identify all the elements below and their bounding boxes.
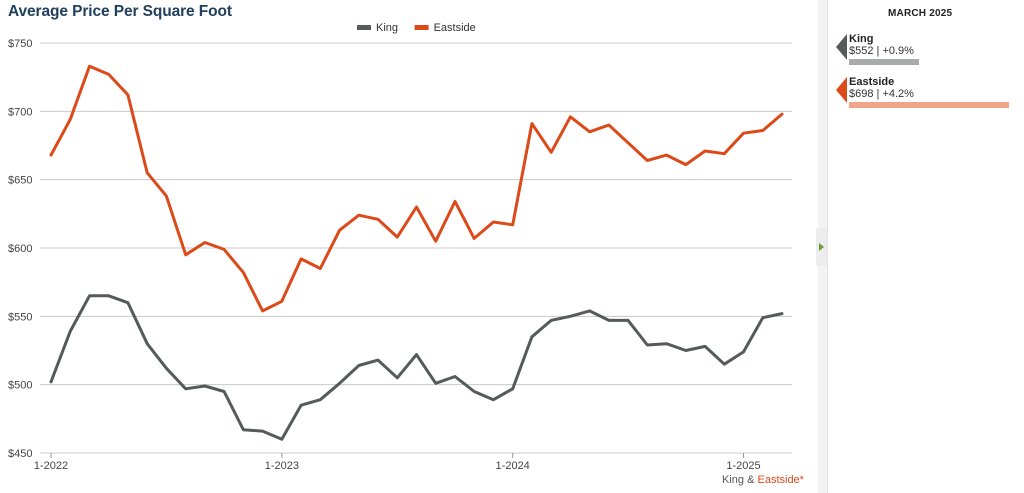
chart-title: Average Price Per Square Foot [8,3,232,20]
footnote: King & Eastside* [722,474,804,486]
y-tick-label: $650 [8,175,32,187]
y-tick-label: $700 [8,106,32,118]
y-tick-label: $750 [8,38,32,50]
y-tick-label: $500 [8,380,32,392]
x-tick-label: 1-2025 [726,460,760,472]
legend-swatch [357,25,371,30]
legend-label-eastside: Eastside [434,22,476,34]
summary-bar [849,59,920,65]
panel-toggle-button[interactable] [816,228,827,266]
legend-label-king: King [376,22,398,34]
footnote-series-king: King & [722,474,755,486]
summary-panel: MARCH 2025 King $552 | +0.9% Eastside $6… [816,0,1024,493]
summary-bar [849,102,1009,108]
legend-swatch [414,25,429,30]
footnote-series-eastside: Eastside* [757,474,804,486]
x-tick-label: 1-2023 [265,460,299,472]
x-tick-label: 1-2024 [496,460,530,472]
y-tick-label: $550 [8,311,32,323]
y-tick-label: $600 [8,243,32,255]
x-tick-label: 1-2022 [34,460,68,472]
legend: King Eastside [357,22,476,34]
summary-name: King [849,33,874,45]
chevron-right-icon [819,243,824,251]
eastside-marker-icon [836,77,847,103]
series-line-eastside [49,64,784,313]
king-marker-icon [836,34,847,60]
line-chart: $750$700$650$600$550$500$450 1-2022 1-202… [8,22,792,472]
y-tick-label: $450 [8,448,32,460]
summary-name: Eastside [849,76,895,88]
y-axis-ticks: $750 $700 $650 $600 $550 $500 $450 [8,38,32,460]
period-label: MARCH 2025 [888,8,953,19]
summary-value: $552 | +0.9% [849,45,914,57]
grid-lines [40,42,792,454]
series-lines [49,64,784,441]
x-axis-ticks: 1-2022 1-2023 1-2024 1-2025 [34,453,761,472]
series-line-king [49,294,784,441]
summary-value: $698 | +4.2% [849,88,914,100]
